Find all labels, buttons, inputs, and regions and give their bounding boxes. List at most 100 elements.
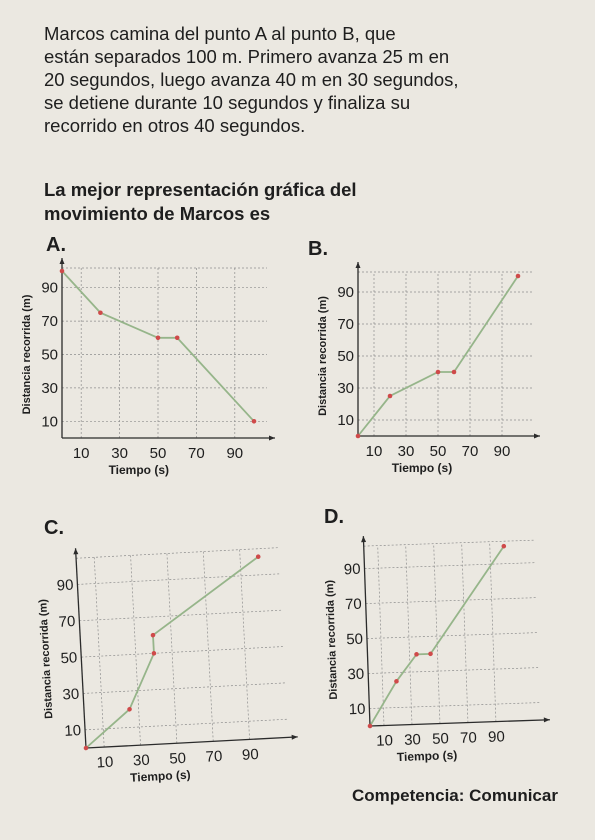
option-c-label[interactable]: C. bbox=[44, 517, 64, 539]
x-tick-label: 10 bbox=[73, 445, 90, 462]
y-tick-label: 50 bbox=[41, 347, 58, 364]
data-point bbox=[151, 651, 157, 656]
option-d-label[interactable]: D. bbox=[324, 506, 344, 528]
x-tick-label: 70 bbox=[462, 443, 479, 460]
grid-line-horizontal bbox=[368, 667, 541, 674]
y-tick-label: 70 bbox=[41, 313, 58, 330]
y-tick-label: 10 bbox=[348, 701, 365, 719]
grid-line-vertical bbox=[239, 549, 250, 740]
option-c-chart[interactable]: 10 30 50 70 90 10 30 50 70 90 Tiempo (s) Distancia … bbox=[28, 540, 308, 820]
grid-line-horizontal bbox=[363, 539, 536, 547]
grid-line-vertical bbox=[461, 542, 469, 723]
option-a-chart[interactable]: 10 30 50 70 90 10 30 50 70 90 Tiempo (s) Distancia … bbox=[21, 252, 308, 532]
y-axis-label: Distancia recorrida (m) bbox=[317, 296, 329, 416]
grid-line-vertical bbox=[166, 553, 178, 744]
data-point bbox=[255, 554, 261, 560]
x-axis-arrow-icon bbox=[543, 717, 550, 723]
data-point bbox=[355, 433, 361, 439]
series-line bbox=[85, 556, 259, 749]
data-point bbox=[367, 723, 373, 729]
x-tick-label: 50 bbox=[432, 730, 449, 748]
option-d-chart[interactable]: 10 30 50 70 90 10 30 50 70 90 Tiempo (s) Distancia … bbox=[318, 528, 595, 808]
y-axis bbox=[362, 536, 371, 727]
grid-line-horizontal bbox=[77, 573, 282, 585]
x-axis-label: Tiempo (s) bbox=[109, 463, 169, 477]
question-prompt: La mejor representación gráfica del movi… bbox=[44, 178, 464, 226]
problem-line: recorrido en otros 40 segundos. bbox=[44, 115, 306, 136]
data-point bbox=[83, 745, 89, 751]
data-point bbox=[59, 268, 65, 274]
x-axis bbox=[85, 736, 298, 749]
data-point bbox=[428, 651, 433, 657]
x-axis-label: Tiempo (s) bbox=[130, 768, 191, 785]
y-axis-label: Distancia recorrida (m) bbox=[324, 579, 340, 700]
data-point bbox=[127, 706, 132, 712]
x-tick-label: 50 bbox=[169, 750, 187, 768]
y-tick-label: 10 bbox=[337, 412, 354, 429]
y-tick-label: 30 bbox=[41, 380, 58, 397]
competency-footer: Competencia: Comunicar bbox=[352, 786, 558, 806]
x-tick-label: 90 bbox=[494, 443, 511, 460]
x-tick-label: 30 bbox=[398, 443, 415, 460]
x-axis-label: Tiempo (s) bbox=[392, 461, 452, 475]
x-tick-label: 90 bbox=[226, 445, 243, 462]
y-axis-arrow-icon bbox=[73, 548, 79, 555]
option-a-label[interactable]: A. bbox=[46, 234, 66, 256]
y-tick-label: 50 bbox=[346, 631, 363, 649]
data-point bbox=[414, 652, 419, 657]
x-axis-arrow-icon bbox=[291, 734, 298, 740]
grid bbox=[76, 547, 289, 748]
competency-label: Competencia: bbox=[352, 786, 465, 805]
y-tick-label: 90 bbox=[41, 280, 58, 297]
y-axis-label: Distancia recorrida (m) bbox=[21, 294, 33, 414]
grid bbox=[363, 539, 542, 726]
problem-statement: Marcos camina del punto A al punto B, qu… bbox=[44, 22, 544, 137]
grid-line-vertical bbox=[489, 541, 497, 722]
x-axis-arrow-icon bbox=[534, 433, 540, 439]
x-tick-label: 10 bbox=[366, 443, 383, 460]
question-line: movimiento de Marcos es bbox=[44, 203, 271, 224]
data-point bbox=[515, 273, 521, 279]
y-tick-label: 70 bbox=[345, 596, 362, 614]
y-tick-label: 70 bbox=[337, 316, 354, 333]
y-tick-label: 50 bbox=[337, 348, 354, 365]
grid-line-vertical bbox=[130, 555, 141, 746]
competency-value: Comunicar bbox=[469, 786, 558, 805]
x-tick-label: 10 bbox=[376, 732, 393, 750]
grid bbox=[62, 267, 267, 438]
y-axis bbox=[74, 548, 87, 749]
data-point bbox=[155, 335, 161, 341]
option-b-chart[interactable]: 10 30 50 70 90 10 30 50 70 90 Tiempo (s) Distancia … bbox=[308, 258, 588, 538]
data-point bbox=[435, 369, 441, 375]
y-tick-label: 10 bbox=[64, 722, 82, 740]
x-tick-label: 50 bbox=[430, 443, 447, 460]
data-point bbox=[501, 543, 507, 549]
x-axis bbox=[369, 719, 550, 727]
y-tick-label: 10 bbox=[41, 413, 58, 430]
x-tick-label: 30 bbox=[404, 731, 421, 749]
grid-line-vertical bbox=[202, 551, 214, 742]
grid-line-vertical bbox=[433, 543, 441, 724]
y-tick-label: 90 bbox=[337, 284, 354, 301]
x-axis-arrow-icon bbox=[269, 435, 275, 441]
y-tick-label: 30 bbox=[62, 686, 80, 704]
y-axis-arrow-icon bbox=[361, 536, 367, 543]
grid-line-horizontal bbox=[81, 646, 285, 658]
x-tick-label: 70 bbox=[188, 445, 205, 462]
y-tick-label: 30 bbox=[337, 380, 354, 397]
grid bbox=[358, 271, 532, 436]
grid-line-horizontal bbox=[364, 562, 537, 569]
problem-line: se detiene durante 10 segundos y finaliz… bbox=[44, 92, 411, 113]
x-tick-label: 30 bbox=[111, 445, 128, 462]
problem-line: Marcos camina del punto A al punto B, qu… bbox=[44, 23, 396, 44]
y-tick-label: 90 bbox=[56, 577, 74, 595]
option-b-label[interactable]: B. bbox=[308, 238, 328, 260]
x-tick-label: 70 bbox=[205, 748, 223, 766]
y-tick-label: 90 bbox=[344, 561, 361, 579]
y-tick-label: 70 bbox=[58, 613, 76, 631]
grid-line-horizontal bbox=[366, 632, 539, 639]
x-tick-label: 30 bbox=[133, 752, 151, 770]
grid-line-vertical bbox=[93, 557, 105, 748]
x-tick-label: 70 bbox=[460, 729, 477, 747]
data-point bbox=[251, 419, 257, 424]
